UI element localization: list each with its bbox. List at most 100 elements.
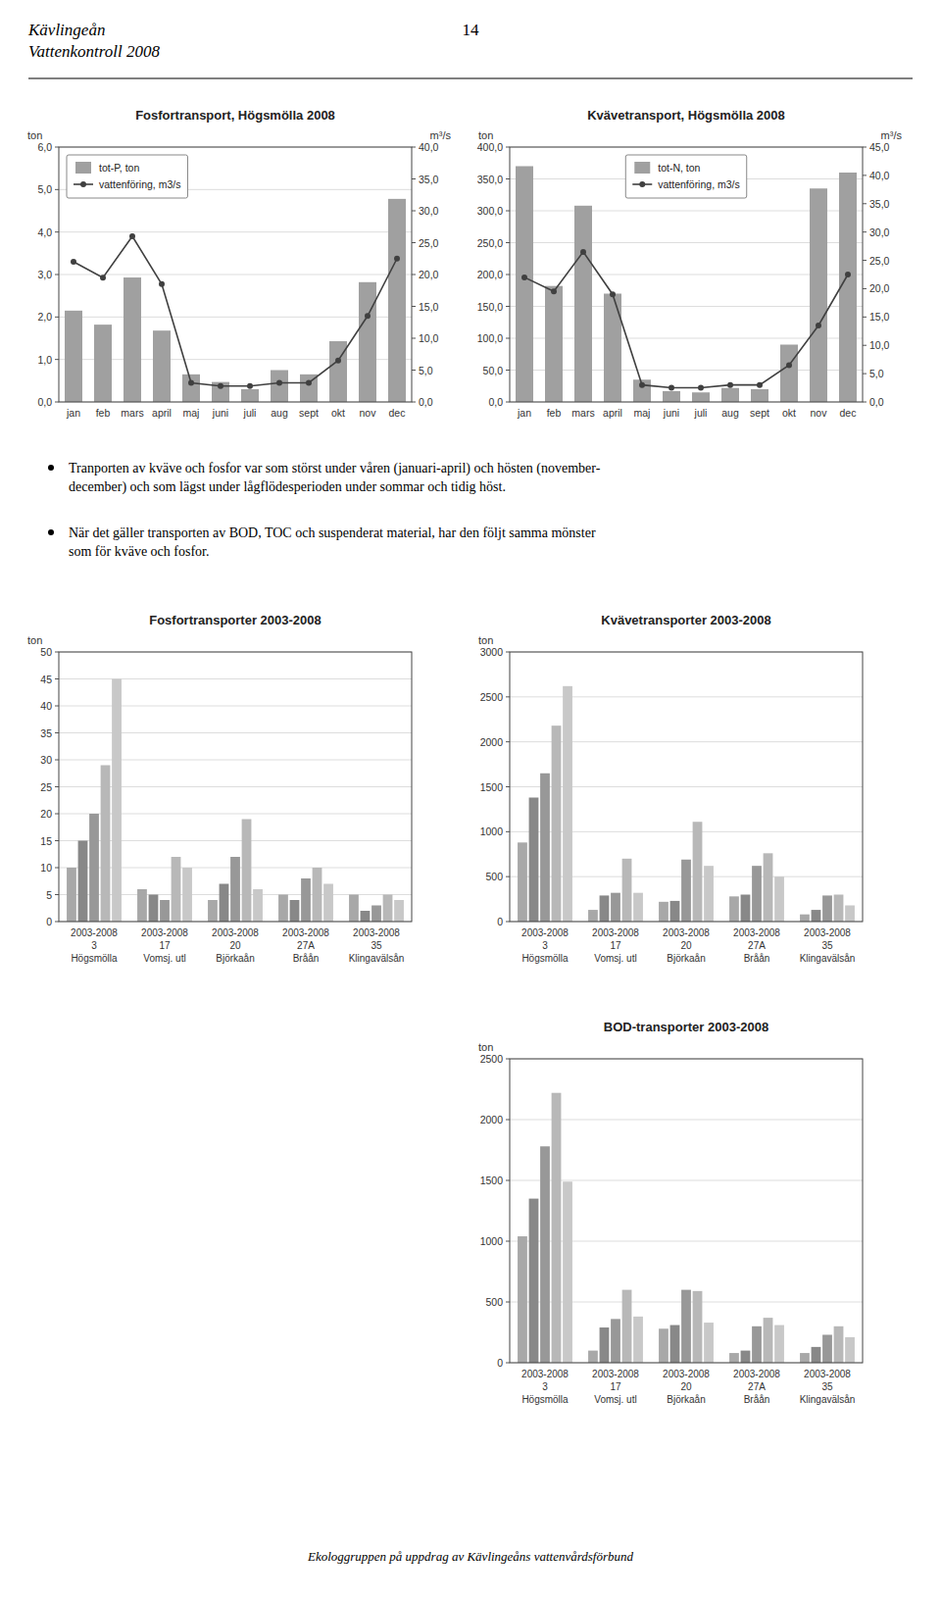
bar	[633, 892, 644, 922]
line-marker	[335, 357, 342, 364]
bar	[622, 858, 633, 922]
y-tick-label: 50	[40, 645, 52, 658]
x-tick-label: mars	[571, 406, 595, 419]
bar	[774, 1325, 785, 1363]
plot-area	[515, 166, 857, 403]
bar	[574, 205, 593, 402]
y-tick-label: 0,0	[37, 396, 52, 408]
y-tick	[54, 893, 59, 895]
line-marker	[521, 274, 528, 281]
y-tick-label: 150,0	[477, 300, 503, 313]
y-tick	[505, 1362, 510, 1364]
bar	[588, 909, 598, 922]
y-tick	[505, 242, 510, 244]
y2-axis-label: m³/s	[881, 129, 903, 142]
legend: tot-N, tonvattenföring, m3/s	[625, 154, 746, 199]
bar	[252, 889, 263, 922]
y-tick	[54, 316, 59, 318]
y-tick-label: 500	[485, 870, 503, 883]
y-tick-label: 2000	[480, 736, 504, 748]
y2-tick	[862, 231, 867, 233]
y2-tick-label: 35,0	[869, 198, 891, 210]
x-tick-label: nov	[810, 406, 829, 419]
line-marker	[550, 288, 557, 295]
bar	[670, 900, 681, 922]
y-tick-label: 1500	[480, 1174, 504, 1187]
grid-line	[58, 813, 412, 815]
y2-tick	[411, 242, 416, 244]
bar	[822, 894, 833, 922]
y-tick	[505, 1240, 510, 1242]
bar	[799, 914, 810, 922]
chart-title: Kvävetransporter 2003-2008	[600, 612, 771, 628]
x-tick-label: maj	[183, 406, 200, 419]
header: KävlingeånVattenkontroll 200814	[27, 20, 913, 79]
y2-tick	[411, 401, 416, 403]
y2-tick	[411, 274, 416, 276]
line-marker	[99, 274, 106, 281]
line-marker	[247, 383, 253, 390]
x-tick-label: juni	[662, 406, 680, 419]
bar	[588, 1350, 598, 1363]
x-tick-label: 2003-200835Klingavälsån	[348, 927, 405, 964]
bar	[358, 282, 377, 402]
y-tick-label: 6,0	[37, 141, 52, 153]
y-tick	[505, 1180, 510, 1182]
bar	[562, 1181, 573, 1363]
bar	[599, 894, 610, 922]
chart: Fosfortransport, Högsmölla 2008tonm³/s0,…	[27, 107, 451, 419]
y-tick	[505, 876, 510, 878]
bar	[290, 899, 300, 922]
y2-tick-label: 10,0	[418, 332, 440, 345]
plot-area	[66, 679, 404, 923]
x-tick-label: dec	[389, 406, 406, 419]
chart-title: Kvävetransport, Högsmölla 2008	[587, 107, 786, 123]
y-tick-label: 4,0	[37, 226, 52, 239]
bar	[751, 865, 762, 922]
y-tick-label: 5	[46, 889, 52, 901]
footer: Ekologgruppen på uppdrag av Kävlingeåns …	[306, 1548, 635, 1564]
bar	[100, 765, 111, 923]
y2-tick	[862, 373, 867, 375]
x-tick-label: feb	[96, 406, 111, 419]
y-tick	[505, 831, 510, 833]
y-tick	[505, 369, 510, 371]
legend: tot-P, ton vattenföring, m3/s	[66, 154, 188, 199]
x-tick-label: sept	[749, 406, 770, 419]
bar	[360, 910, 371, 922]
y-tick	[54, 813, 59, 815]
y-tick-label: 300,0	[477, 204, 503, 217]
y-axis-label: ton	[27, 129, 43, 142]
y-tick	[505, 305, 510, 307]
x-tick-label: 2003-200820Björkaån	[662, 927, 710, 964]
x-tick-label: juni	[211, 406, 229, 419]
y-tick-label: 3000	[480, 645, 504, 658]
y2-tick-label: 30,0	[418, 204, 440, 217]
bar	[763, 852, 774, 922]
x-tick-label: 2003-200817Vomsj. utl	[141, 927, 189, 964]
plot-frame	[58, 651, 412, 922]
grid-line	[509, 786, 863, 788]
y-tick	[505, 178, 510, 180]
bar	[388, 198, 406, 402]
y2-tick-label: 20,0	[869, 282, 891, 295]
y2-tick-label: 20,0	[418, 268, 440, 281]
grid-line	[509, 831, 863, 833]
y-tick-label: 1000	[480, 825, 504, 838]
bar	[312, 867, 323, 922]
y2-tick-label: 40,0	[418, 141, 440, 153]
bar	[562, 686, 573, 922]
x-tick-label: april	[151, 406, 172, 419]
plot-frame	[58, 147, 412, 402]
bar	[622, 1289, 633, 1363]
chart-title: Fosfortransport, Högsmölla 2008	[135, 107, 336, 123]
bar	[323, 884, 334, 923]
y2-tick-label: 45,0	[869, 141, 891, 153]
line-marker	[305, 380, 312, 387]
bar	[811, 1346, 822, 1363]
grid-line	[58, 678, 412, 680]
legend-label: vattenföring, m3/s	[99, 178, 181, 191]
y2-tick	[411, 369, 416, 371]
y-tick-label: 1000	[480, 1235, 504, 1247]
legend-item: tot-P, ton	[75, 161, 140, 174]
